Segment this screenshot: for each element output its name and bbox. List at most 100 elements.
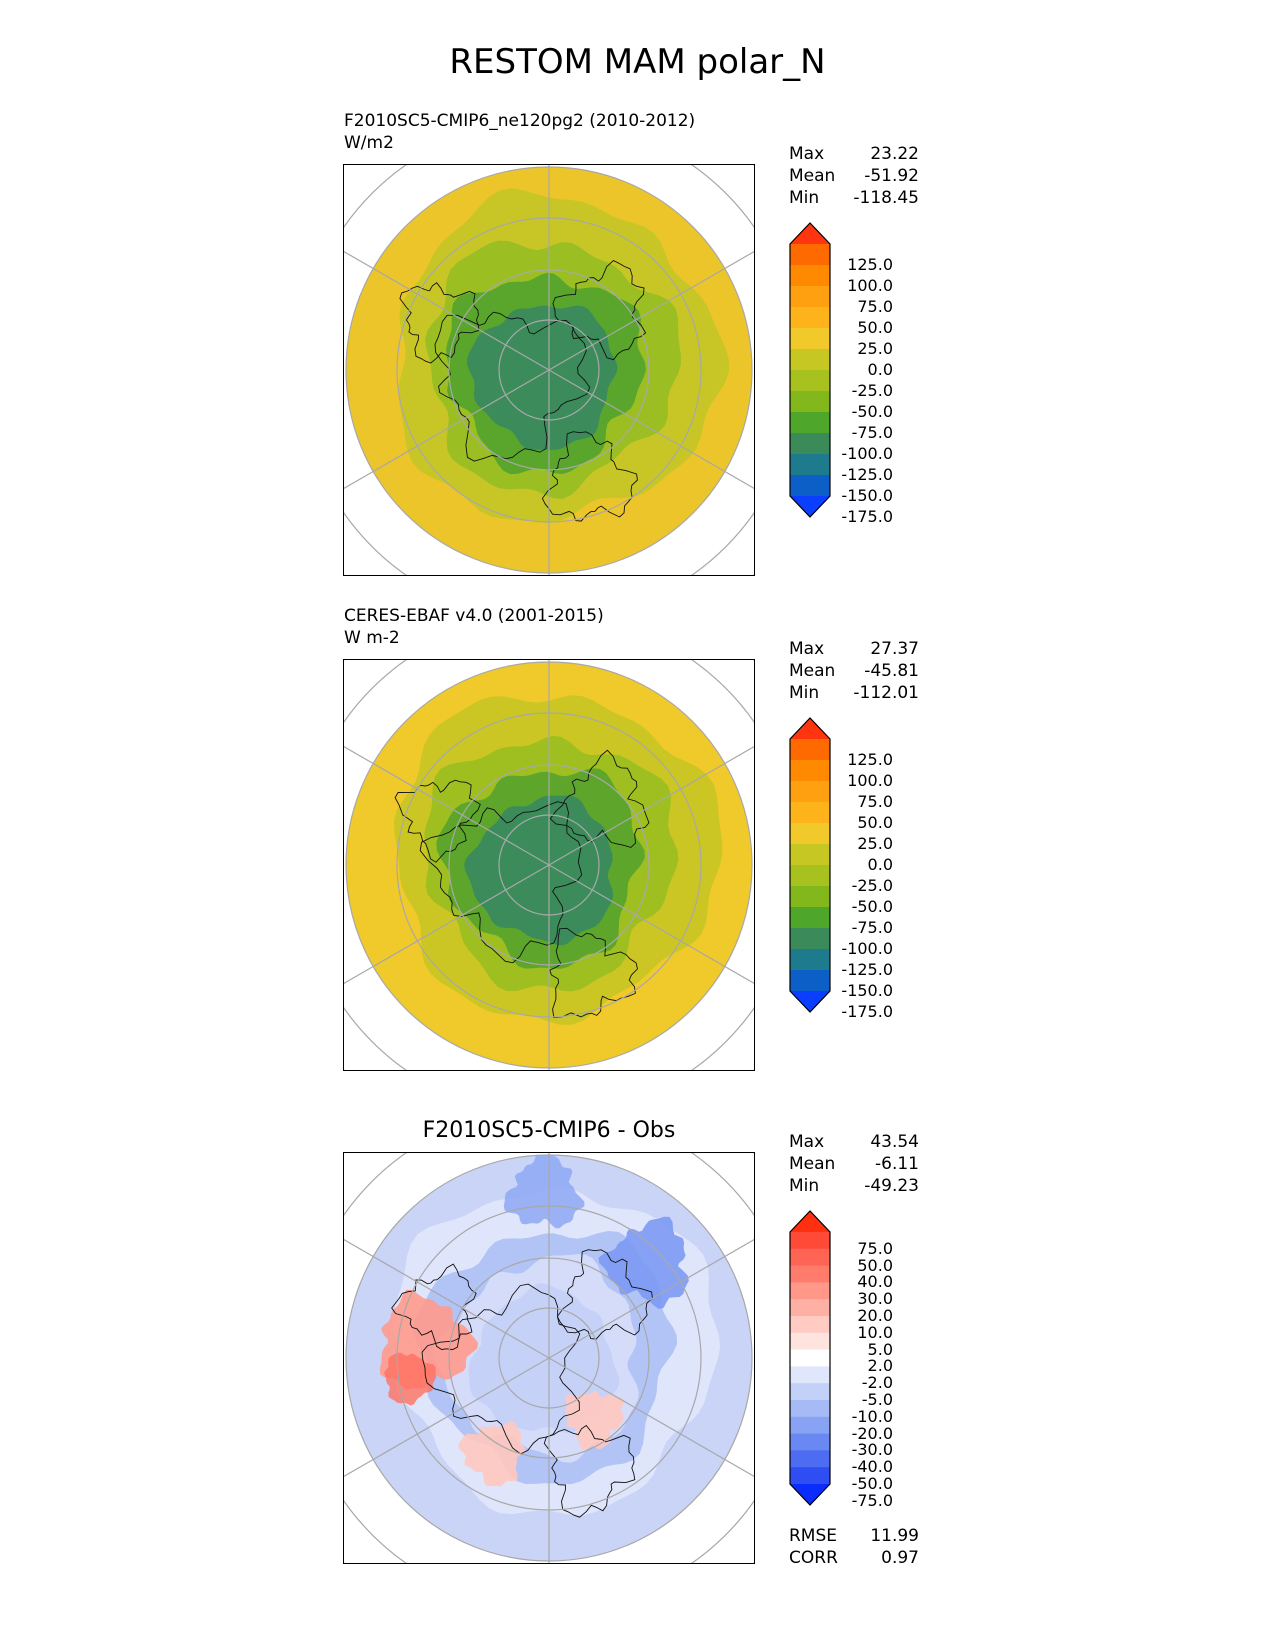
colorbar-segment: [790, 1316, 830, 1334]
colorbar-tick-label: 40.0: [857, 1272, 893, 1292]
panel-diff-title: F2010SC5-CMIP6 - Obs: [422, 1118, 676, 1143]
colorbar-tick-label: 25.0: [857, 834, 893, 853]
meridian-line: [548, 250, 754, 371]
colorbar-extend-bottom: [790, 991, 830, 1012]
colorbar-segment: [790, 1433, 830, 1451]
max-value: 43.54: [870, 1132, 919, 1152]
panel-diff-stats: Max 43.54 Mean -6.11 Min -49.23: [789, 1131, 919, 1197]
colorbar-tick-label: -125.0: [841, 960, 893, 979]
anomaly-warm: [458, 1421, 526, 1487]
colorbar-segment: [790, 865, 830, 887]
colorbar-segment: [790, 781, 830, 803]
colorbar-tick-label: -75.0: [851, 918, 893, 937]
colorbar-tick-label: -30.0: [851, 1440, 893, 1460]
panel-ref-colorbar: [789, 717, 831, 1013]
max-label: Max: [789, 1132, 825, 1152]
colorbar-segment: [790, 928, 830, 950]
mean-value: -6.11: [875, 1154, 919, 1174]
corr-label: CORR: [789, 1548, 838, 1568]
colorbar-segment: [790, 286, 830, 308]
colorbar-segment: [790, 1299, 830, 1317]
meridian-line: [548, 864, 754, 985]
colorbar-segment: [790, 412, 830, 434]
colorbar-tick-label: -150.0: [841, 981, 893, 1000]
colorbar-segment: [790, 1265, 830, 1283]
colorbar-tick-label: -50.0: [851, 897, 893, 916]
colorbar-tick-label: -175.0: [841, 1002, 893, 1021]
corr-value: 0.97: [881, 1548, 919, 1568]
colorbar-segment: [790, 1467, 830, 1485]
colorbar-tick-label: 100.0: [847, 771, 893, 790]
coastline: [399, 282, 480, 364]
panel-ref-units: W m-2: [344, 628, 400, 648]
colorbar-tick-label: -100.0: [841, 939, 893, 958]
rmse-label: RMSE: [789, 1526, 838, 1546]
panel-diff-colorbar: [789, 1210, 831, 1506]
colorbar-segment: [790, 1248, 830, 1267]
coastline: [552, 260, 647, 361]
coastline: [434, 311, 591, 462]
colorbar-segment: [790, 970, 830, 992]
colorbar-segment: [790, 307, 830, 329]
colorbar-tick-label: 75.0: [857, 297, 893, 316]
colorbar-segment: [790, 1366, 830, 1384]
coastline: [556, 1249, 653, 1340]
colorbar-tick-label: -75.0: [851, 1490, 893, 1510]
colorbar-segment: [790, 823, 830, 845]
coastline: [391, 1263, 477, 1351]
panel-diff-colorbar-labels: 75.0 50.0 40.0 30.0 20.0 10.0 5.0 2.0 -2.0 -5.0 -1…: [800, 1210, 893, 1510]
colorbar-tick-label: -75.0: [851, 423, 893, 442]
colorbar-tick-label: 75.0: [857, 1238, 893, 1258]
panel-ref-title: CERES-EBAF v4.0 (2001-2015): [344, 606, 604, 626]
colorbar-extend-bottom: [790, 496, 830, 517]
colorbar-tick-label: 0.0: [867, 855, 893, 874]
mean-value: -45.81: [864, 661, 919, 681]
colorbar-segment: [790, 760, 830, 782]
panel-test-stats: Max 23.22 Mean -51.92 Min -118.45: [789, 143, 919, 209]
min-label: Min: [789, 683, 820, 703]
colorbar-segment: [790, 349, 830, 371]
meridian-line: [344, 864, 550, 985]
colorbar-segment: [790, 370, 830, 392]
max-label: Max: [789, 144, 825, 164]
colorbar-tick-label: 125.0: [847, 750, 893, 769]
panel-test-units: W/m2: [344, 133, 394, 153]
colorbar-tick-label: 50.0: [857, 813, 893, 832]
colorbar-tick-label: -100.0: [841, 444, 893, 463]
colorbar-segment: [790, 328, 830, 350]
colorbar-tick-label: 30.0: [857, 1289, 893, 1309]
colorbar-segment: [790, 802, 830, 824]
coastline: [549, 749, 650, 848]
colorbar-tick-label: 125.0: [847, 255, 893, 274]
colorbar-tick-label: 75.0: [857, 792, 893, 811]
colorbar-tick-label: -175.0: [841, 507, 893, 526]
panel-ref-stats: Max 27.37 Mean -45.81 Min -112.01: [789, 638, 919, 704]
colorbar-segment: [790, 265, 830, 287]
colorbar-tick-label: 0.0: [867, 360, 893, 379]
coastline: [549, 927, 638, 1018]
meridian-line: [344, 1238, 550, 1359]
rmse-value: 11.99: [870, 1526, 919, 1546]
colorbar-tick-label: -50.0: [851, 402, 893, 421]
meridian-line: [344, 250, 550, 371]
colorbar-tick-label: -20.0: [851, 1423, 893, 1443]
max-value: 23.22: [870, 144, 919, 164]
colorbar-segment: [790, 1282, 830, 1300]
colorbar-outline: [789, 717, 831, 1013]
mean-label: Mean: [789, 661, 836, 681]
meridian-line: [548, 745, 754, 866]
max-label: Max: [789, 639, 825, 659]
colorbar-segment: [790, 949, 830, 971]
meridian-line: [548, 1357, 754, 1478]
colorbar-tick-label: -40.0: [851, 1457, 893, 1477]
colorbar-segment: [790, 244, 830, 266]
colorbar-tick-label: -10.0: [851, 1406, 893, 1426]
min-value: -112.01: [853, 683, 919, 703]
meridian-line: [548, 369, 754, 490]
diff-metrics: RMSE 11.99 CORR 0.97: [789, 1525, 919, 1569]
coastline: [394, 779, 481, 863]
min-value: -49.23: [864, 1176, 919, 1196]
colorbar-tick-label: -2.0: [861, 1373, 893, 1393]
colorbar-segment: [790, 1232, 830, 1250]
mean-label: Mean: [789, 166, 836, 186]
